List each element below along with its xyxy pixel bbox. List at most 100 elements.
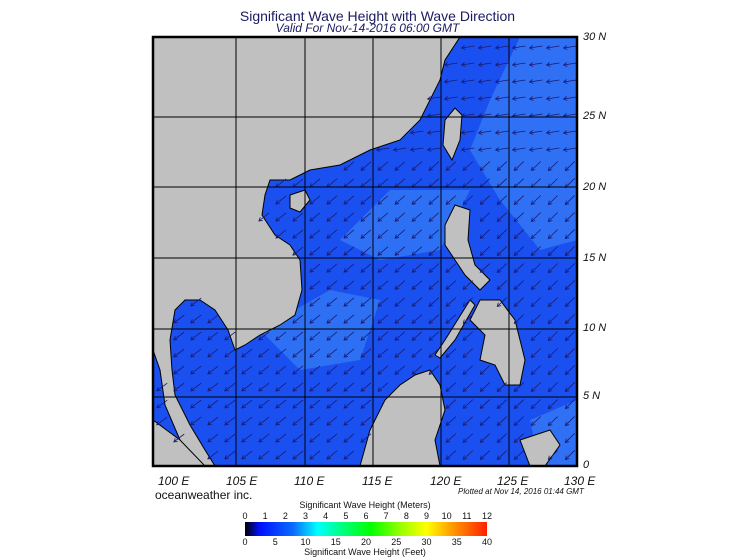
wave-direction-arrow (275, 348, 287, 358)
wave-direction-arrow (547, 382, 558, 393)
wave-direction-arrow (428, 212, 440, 222)
wave-direction-arrow (547, 229, 558, 240)
wave-direction-arrow (156, 416, 168, 426)
wave-direction-arrow (292, 365, 304, 375)
wave-direction-arrow (528, 96, 543, 101)
wave-direction-arrow (275, 365, 287, 375)
wave-direction-arrow (326, 382, 338, 392)
wave-direction-arrow (258, 365, 270, 375)
wave-direction-arrow (360, 280, 372, 290)
wave-direction-arrow (309, 212, 321, 222)
wave-direction-arrow (428, 348, 440, 358)
wave-direction-arrow (292, 348, 304, 358)
wave-direction-arrow (411, 280, 423, 290)
wave-direction-arrow (530, 416, 541, 427)
wave-direction-arrow (360, 212, 372, 222)
wave-direction-arrow (411, 263, 423, 273)
wave-direction-arrow (547, 212, 558, 223)
wave-direction-arrow (496, 297, 508, 307)
wave-direction-arrow (394, 314, 406, 324)
wave-direction-arrow (377, 280, 389, 290)
wave-direction-arrow (530, 161, 541, 172)
wave-direction-arrow (326, 314, 338, 324)
wave-direction-arrow (513, 314, 524, 325)
wave-direction-arrow (530, 229, 541, 240)
legend-tick: 12 (481, 511, 493, 521)
wave-direction-arrow (292, 314, 304, 324)
wave-direction-arrow (445, 416, 457, 426)
wave-direction-arrow (460, 147, 475, 152)
wave-direction-arrow (530, 382, 541, 393)
wave-direction-arrow (292, 382, 304, 392)
wave-direction-arrow (360, 246, 372, 256)
wave-direction-arrow (377, 246, 389, 256)
wave-direction-arrow (545, 79, 560, 84)
wave-direction-arrow (496, 246, 508, 256)
wave-direction-arrow (309, 450, 321, 460)
map-subtitle: Valid For Nov-14-2016 06:00 GMT (275, 21, 460, 35)
wave-direction-arrow (190, 416, 202, 426)
wave-direction-arrow (360, 382, 372, 392)
wave-direction-arrow (545, 96, 560, 101)
wave-direction-arrow (564, 161, 575, 172)
wave-direction-arrow (207, 416, 219, 426)
wave-direction-arrow (343, 314, 355, 324)
wave-direction-arrow (494, 62, 509, 67)
wave-direction-arrow (258, 450, 270, 460)
wave-direction-arrow (343, 382, 355, 392)
wave-direction-arrow (496, 280, 508, 290)
wave-direction-arrow (326, 416, 338, 426)
wave-direction-arrow (479, 450, 491, 460)
wave-direction-arrow (411, 246, 423, 256)
wave-direction-arrow (360, 263, 372, 273)
wave-direction-arrow (173, 433, 185, 443)
wave-direction-arrow (479, 433, 491, 443)
wave-direction-arrow (496, 433, 508, 443)
wave-direction-arrow (511, 79, 526, 84)
wave-direction-arrow (309, 416, 321, 426)
wave-direction-arrow (445, 450, 457, 460)
wave-direction-arrow (309, 382, 321, 392)
wave-direction-arrow (513, 212, 524, 223)
legend-tick: 15 (330, 537, 341, 547)
wave-direction-arrow (428, 365, 440, 375)
wave-direction-arrow (377, 229, 389, 239)
legend-tick: 10 (300, 537, 311, 547)
wave-direction-arrow (292, 212, 304, 222)
lon-label: 125 E (497, 474, 529, 488)
lon-label: 130 E (564, 474, 596, 488)
wave-direction-arrow (564, 263, 575, 274)
land-asia-mainland (153, 37, 461, 466)
legend-color-bar (245, 522, 487, 536)
wave-direction-arrow (496, 382, 508, 392)
wave-direction-arrow (411, 195, 423, 205)
wave-direction-arrow (462, 331, 474, 341)
wave-direction-arrow (494, 45, 509, 50)
wave-direction-arrow (513, 161, 524, 172)
wave-direction-arrow (494, 147, 509, 152)
wave-direction-arrow (545, 62, 560, 67)
wave-direction-arrow (445, 195, 457, 205)
wave-direction-arrow (530, 263, 541, 274)
wave-direction-arrow (479, 246, 491, 256)
wave-direction-arrow (173, 348, 185, 358)
wave-direction-arrow (275, 416, 287, 426)
wave-direction-arrow (562, 79, 577, 84)
wave-direction-arrow (547, 195, 558, 206)
wave-direction-arrow (343, 263, 355, 273)
wave-direction-arrow (443, 62, 458, 67)
wave-direction-arrow (445, 382, 457, 392)
wave-direction-arrow (207, 365, 219, 375)
wave-direction-arrow (343, 297, 355, 307)
wave-direction-arrow (275, 331, 287, 341)
wave-direction-arrow (428, 331, 440, 341)
legend-tick: 0 (242, 537, 248, 547)
wave-direction-arrow (309, 280, 321, 290)
wave-direction-arrow (477, 79, 492, 84)
wave-direction-arrow (326, 229, 338, 239)
wave-direction-arrow (377, 365, 389, 375)
wave-direction-arrow (426, 147, 441, 152)
legend-tick: 2 (282, 511, 288, 521)
